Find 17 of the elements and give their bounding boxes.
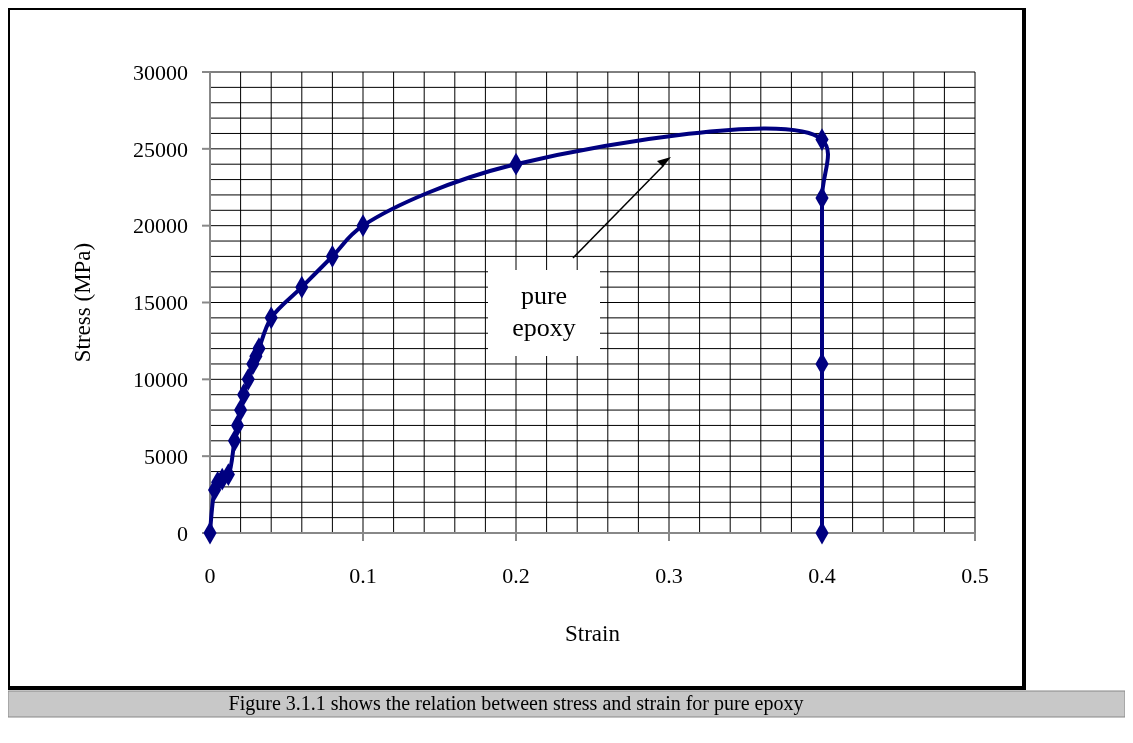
y-tick-label: 10000 bbox=[133, 367, 188, 393]
y-tick-label: 20000 bbox=[133, 213, 188, 239]
y-tick-label: 25000 bbox=[133, 136, 188, 162]
x-tick-label: 0.2 bbox=[502, 563, 530, 588]
y-tick-label: 30000 bbox=[133, 59, 188, 85]
x-tick-label: 0.3 bbox=[655, 563, 683, 588]
x-tick-label: 0 bbox=[204, 563, 216, 588]
x-tick-label: 0.5 bbox=[961, 563, 989, 588]
y-tick-label: 5000 bbox=[144, 443, 188, 469]
x-axis-title: Strain bbox=[565, 621, 621, 646]
y-axis-title: Stress (MPa) bbox=[70, 242, 95, 363]
y-tick-label: 0 bbox=[177, 520, 188, 546]
caption: Figure 3.1.1 shows the relation between stress and strain for pure epoxy bbox=[228, 692, 804, 715]
annotation: pure epoxy bbox=[512, 281, 576, 342]
x-tick-label: 0.4 bbox=[808, 563, 836, 588]
x-tick-label: 0.1 bbox=[349, 563, 377, 588]
y-tick-label: 15000 bbox=[133, 290, 188, 316]
